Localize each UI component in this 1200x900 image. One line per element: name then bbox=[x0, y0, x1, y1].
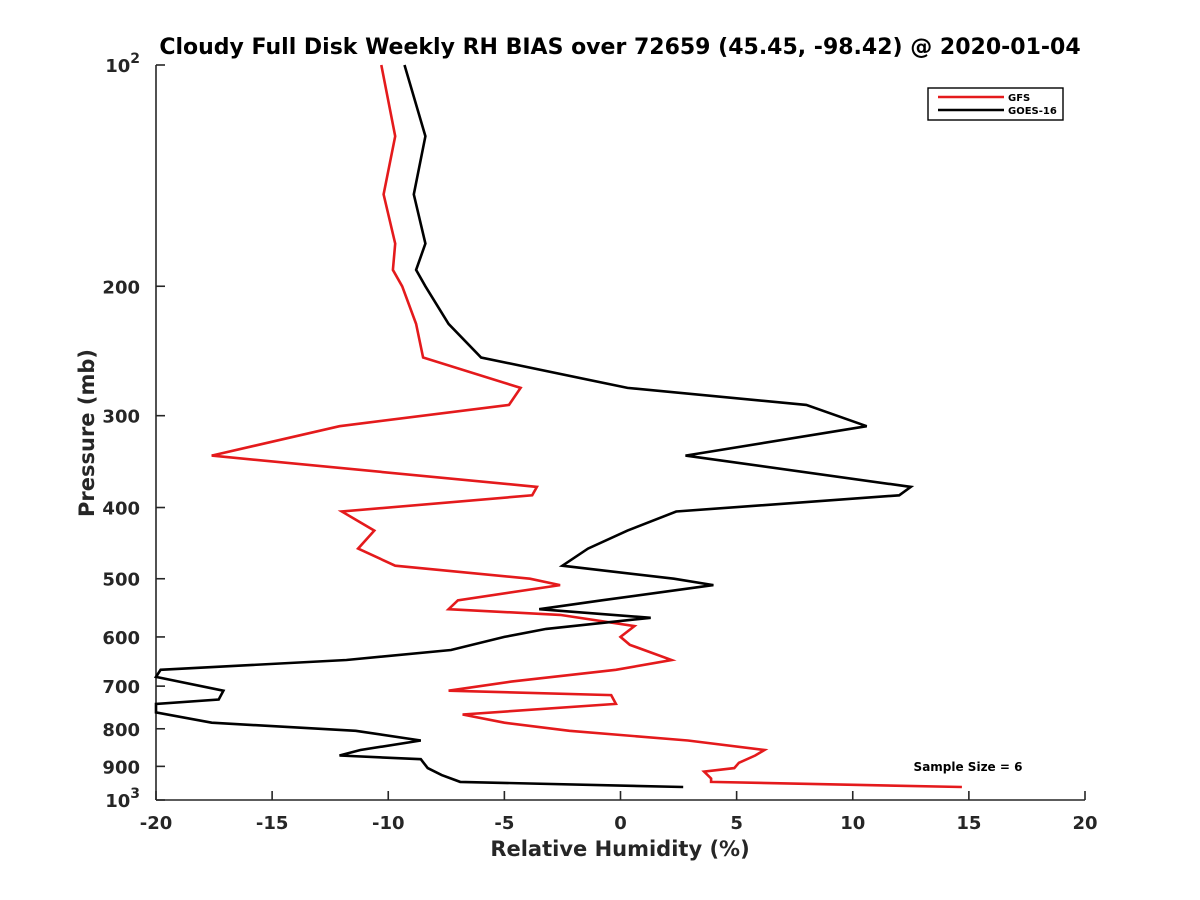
y-tick-label: 400 bbox=[102, 499, 140, 520]
x-ticks: -20 -15 -10 -5 0 5 10 15 20 bbox=[140, 791, 1098, 834]
legend-label-gfs: GFS bbox=[1008, 93, 1030, 104]
y-tick-exponent: 3 bbox=[130, 786, 140, 802]
y-tick-label: 500 bbox=[102, 570, 140, 591]
y-tick-base: 200 bbox=[102, 277, 140, 298]
y-tick-base: 900 bbox=[102, 757, 140, 778]
x-tick-label: -15 bbox=[256, 813, 289, 834]
x-tick-label: 0 bbox=[614, 813, 627, 834]
y-tick-label: 300 bbox=[102, 407, 140, 428]
y-tick-label: 700 bbox=[102, 677, 140, 698]
series-lines bbox=[153, 64, 962, 789]
legend-box bbox=[927, 87, 1064, 121]
y-tick-label: 103 bbox=[105, 786, 140, 812]
x-tick-label: -10 bbox=[372, 813, 405, 834]
y-tick-base: 10 bbox=[105, 56, 130, 77]
y-tick-base: 500 bbox=[102, 570, 140, 591]
x-tick-label: -20 bbox=[140, 813, 173, 834]
axes bbox=[155, 65, 1085, 801]
y-axis-label: Pressure (mb) bbox=[75, 349, 99, 517]
y-tick-base: 700 bbox=[102, 677, 140, 698]
y-tick-label: 800 bbox=[102, 720, 140, 741]
y-tick-label: 200 bbox=[102, 277, 140, 298]
sample-size-annotation: Sample Size = 6 bbox=[914, 760, 1023, 774]
y-tick-label: 900 bbox=[102, 757, 140, 778]
y-tick-base: 600 bbox=[102, 628, 140, 649]
series-line-gfs bbox=[211, 64, 962, 789]
x-axis-label: Relative Humidity (%) bbox=[490, 837, 749, 861]
y-tick-label: 102 bbox=[105, 51, 140, 77]
y-tick-base: 10 bbox=[105, 791, 130, 812]
y-tick-base: 400 bbox=[102, 499, 140, 520]
chart-title: Cloudy Full Disk Weekly RH BIAS over 726… bbox=[159, 35, 1080, 60]
y-tick-base: 800 bbox=[102, 720, 140, 741]
y-tick-exponent: 2 bbox=[130, 51, 140, 67]
x-tick-label: 5 bbox=[730, 813, 743, 834]
x-tick-label: 15 bbox=[956, 813, 981, 834]
y-tick-label: 600 bbox=[102, 628, 140, 649]
series-line-goes16 bbox=[153, 64, 915, 789]
legend: GFS GOES-16 bbox=[927, 87, 1064, 121]
x-tick-label: 20 bbox=[1072, 813, 1097, 834]
legend-label-goes16: GOES-16 bbox=[1008, 106, 1057, 117]
x-tick-label: -5 bbox=[494, 813, 514, 834]
y-tick-base: 300 bbox=[102, 407, 140, 428]
x-tick-label: 10 bbox=[840, 813, 865, 834]
